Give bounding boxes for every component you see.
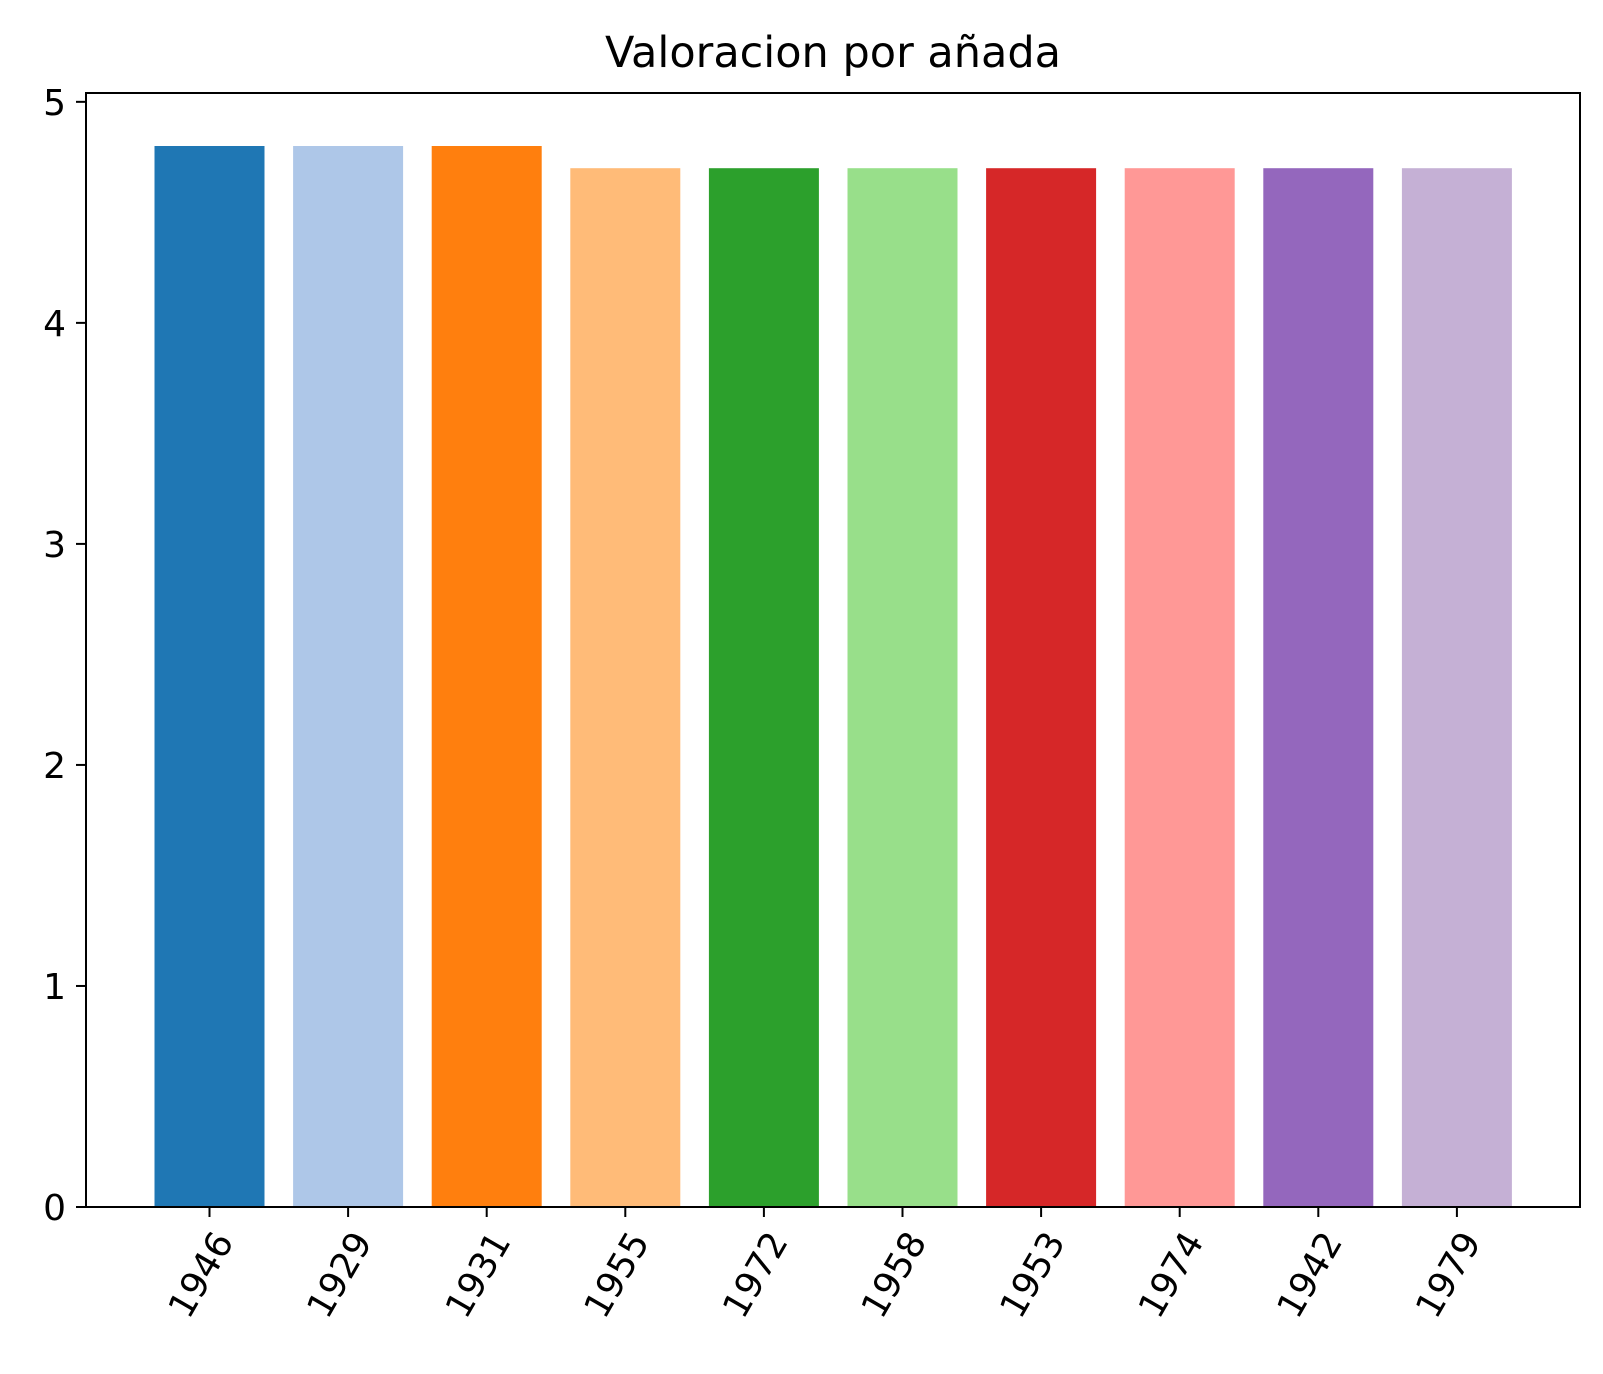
bar-1929: [293, 146, 404, 1207]
bar-1946: [154, 146, 265, 1207]
x-axis: 1946 1929 1931 1955 1972 1958 1953 1974 1942 1979: [161, 1207, 1490, 1325]
y-tick-label: 2: [43, 746, 66, 787]
x-tick-label: 1958: [854, 1225, 935, 1325]
y-tick-label: 1: [43, 967, 66, 1008]
y-tick-label: 5: [43, 83, 66, 124]
bar-1974: [1124, 168, 1235, 1208]
x-tick-label: 1931: [438, 1225, 519, 1325]
bar-1942: [1263, 168, 1374, 1208]
x-tick-label: 1979: [1408, 1225, 1489, 1325]
x-tick-label: 1929: [299, 1225, 380, 1325]
x-tick-label: 1953: [992, 1225, 1073, 1325]
x-tick-label: 1972: [715, 1225, 796, 1325]
bar-1931: [431, 146, 542, 1207]
bar-1972: [708, 168, 819, 1208]
x-tick-label: 1942: [1270, 1225, 1351, 1325]
x-tick-label: 1955: [577, 1225, 658, 1325]
y-tick-label: 3: [43, 525, 66, 566]
x-tick-label: 1946: [161, 1225, 242, 1325]
plot-frame: [85, 92, 1581, 1208]
y-tick-label: 0: [43, 1188, 66, 1229]
bar-1979: [1401, 168, 1512, 1208]
bar-1955: [570, 168, 681, 1208]
y-tick-label: 4: [43, 304, 66, 345]
x-tick-label: 1974: [1131, 1225, 1212, 1325]
bar-1958: [847, 168, 958, 1208]
bar-group: [154, 146, 1512, 1208]
bar-1953: [986, 168, 1097, 1208]
y-axis: 0 1 2 3 4 5: [43, 83, 86, 1229]
chart-title: Valoracion por añada: [605, 28, 1061, 78]
